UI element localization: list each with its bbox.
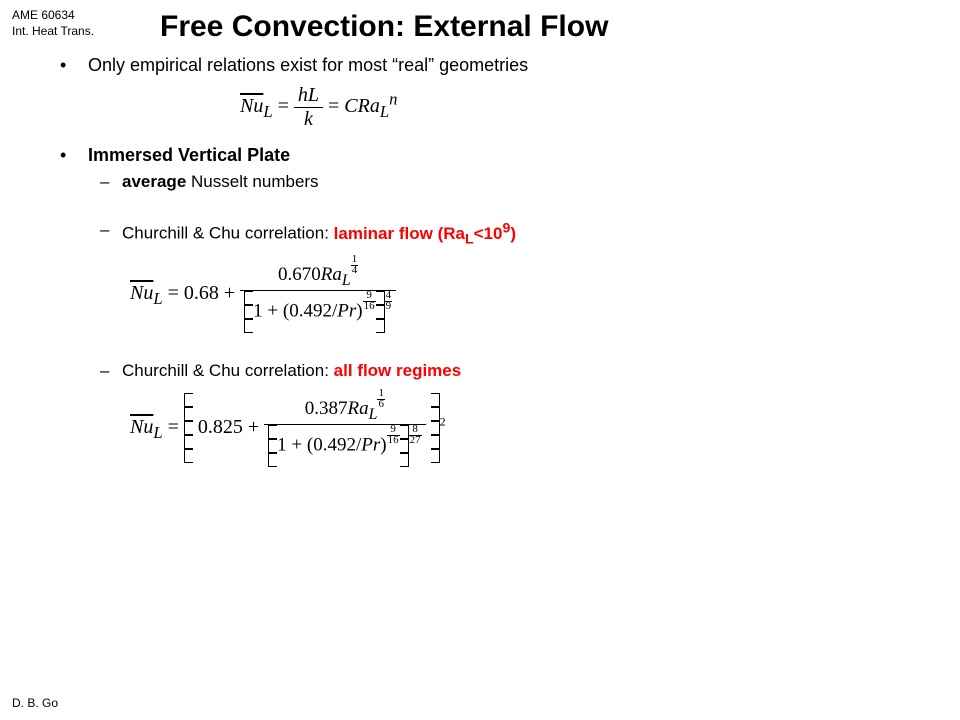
content-area: • Only empirical relations exist for mos… (60, 55, 930, 481)
dash: – (100, 220, 122, 240)
bullet-1-text: Only empirical relations exist for most … (88, 55, 930, 76)
equation-nusselt-general: NuL = hL k = CRaLn (240, 84, 930, 131)
sub-bullet-1-text: average Nusselt numbers (122, 172, 319, 192)
sub-bullet-2: – Churchill & Chu correlation: laminar f… (100, 220, 930, 247)
bullet-dot: • (60, 145, 88, 166)
sub-bullet-1: – average Nusselt numbers (100, 172, 930, 192)
sub-bullet-2-text: Churchill & Chu correlation: laminar flo… (122, 220, 516, 247)
author-footer: D. B. Go (12, 696, 58, 710)
equation-churchill-all: NuL = 0.825 + 0.387RaL16 1 + (0.492/Pr)9… (130, 389, 930, 467)
page-title: Free Convection: External Flow (160, 10, 608, 44)
dash: – (100, 361, 122, 381)
equation-churchill-laminar: NuL = 0.68 + 0.670RaL14 1 + (0.492/Pr)91… (130, 255, 930, 333)
dash: – (100, 172, 122, 192)
course-subtitle: Int. Heat Trans. (12, 24, 94, 40)
bullet-2-text: Immersed Vertical Plate (88, 145, 930, 166)
bullet-dot: • (60, 55, 88, 76)
sub-bullet-3: – Churchill & Chu correlation: all flow … (100, 361, 930, 381)
bullet-2: • Immersed Vertical Plate (60, 145, 930, 166)
course-code: AME 60634 (12, 8, 94, 24)
bullet-1: • Only empirical relations exist for mos… (60, 55, 930, 76)
sub-bullet-3-text: Churchill & Chu correlation: all flow re… (122, 361, 461, 381)
course-header: AME 60634 Int. Heat Trans. (12, 8, 94, 39)
